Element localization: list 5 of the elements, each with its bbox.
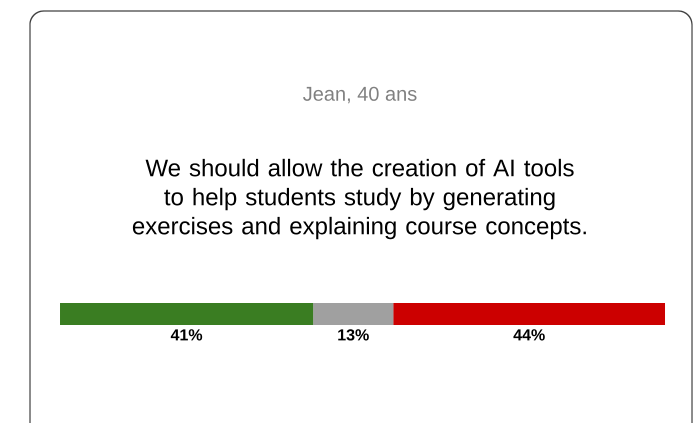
chart-subtitle: Jean, 40 ans [303, 86, 417, 104]
chart-title: We should allow the creation of AI tools to help students study by generating exercises and explaining course concepts. [132, 158, 586, 240]
data-label: 13% [338, 329, 369, 341]
data-label: 44% [513, 329, 545, 340]
data-label: 41% [170, 329, 202, 340]
